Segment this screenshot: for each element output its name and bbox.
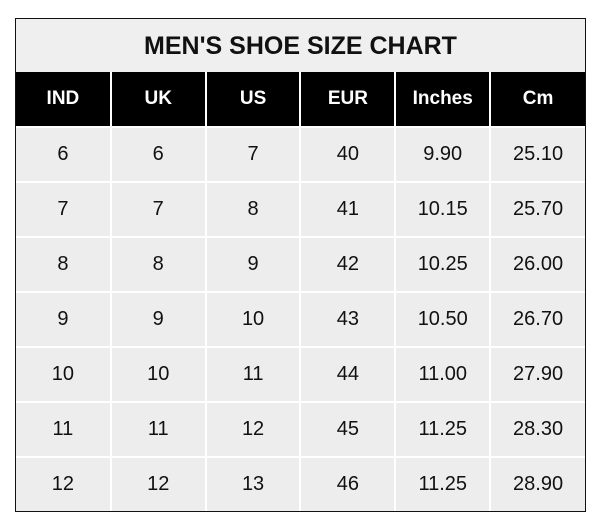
header-row: IND UK US EUR Inches Cm xyxy=(16,72,585,127)
column-header: EUR xyxy=(299,72,396,127)
table-cell: 43 xyxy=(299,291,396,347)
table-row: 12 12 13 46 11.25 28.90 xyxy=(16,456,585,511)
table-cell: 13 xyxy=(204,456,301,511)
table-row: 6 6 7 40 9.90 25.10 xyxy=(16,126,585,182)
table-cell: 42 xyxy=(299,236,396,292)
table-cell: 8 xyxy=(109,236,206,292)
table-cell: 44 xyxy=(299,346,396,402)
column-header: Cm xyxy=(489,72,585,127)
table-cell: 28.90 xyxy=(489,456,585,511)
table-cell: 10 xyxy=(109,346,206,402)
table-row: 7 7 8 41 10.15 25.70 xyxy=(16,181,585,237)
table-cell: 6 xyxy=(16,126,111,182)
table-cell: 9 xyxy=(16,291,111,347)
table-cell: 11.00 xyxy=(394,346,491,402)
column-header: IND xyxy=(16,72,111,127)
table-cell: 12 xyxy=(109,456,206,511)
table-cell: 46 xyxy=(299,456,396,511)
table-row: 11 11 12 45 11.25 28.30 xyxy=(16,401,585,457)
table-cell: 10 xyxy=(16,346,111,402)
table-cell: 12 xyxy=(204,401,301,457)
table-cell: 9 xyxy=(109,291,206,347)
table-cell: 11.25 xyxy=(394,401,491,457)
column-header: US xyxy=(204,72,301,127)
table-cell: 7 xyxy=(109,181,206,237)
table-cell: 26.70 xyxy=(489,291,585,347)
size-table: IND UK US EUR Inches Cm 6 6 7 40 9.90 25.10 7 7 8 41 10… xyxy=(16,72,585,511)
chart-title: MEN'S SHOE SIZE CHART xyxy=(16,19,585,72)
table-row: 9 9 10 43 10.50 26.70 xyxy=(16,291,585,347)
table-cell: 40 xyxy=(299,126,396,182)
table-cell: 8 xyxy=(16,236,111,292)
table-cell: 27.90 xyxy=(489,346,585,402)
table-row: 10 10 11 44 11.00 27.90 xyxy=(16,346,585,402)
table-cell: 11 xyxy=(204,346,301,402)
table-cell: 45 xyxy=(299,401,396,457)
table-cell: 7 xyxy=(16,181,111,237)
table-cell: 7 xyxy=(204,126,301,182)
table-cell: 11 xyxy=(109,401,206,457)
table-cell: 10.15 xyxy=(394,181,491,237)
table-cell: 9 xyxy=(204,236,301,292)
table-cell: 11.25 xyxy=(394,456,491,511)
table-cell: 12 xyxy=(16,456,111,511)
table-cell: 8 xyxy=(204,181,301,237)
table-row: 8 8 9 42 10.25 26.00 xyxy=(16,236,585,292)
table-cell: 25.70 xyxy=(489,181,585,237)
table-cell: 41 xyxy=(299,181,396,237)
table-cell: 25.10 xyxy=(489,126,585,182)
table-cell: 9.90 xyxy=(394,126,491,182)
table-cell: 6 xyxy=(109,126,206,182)
column-header: UK xyxy=(109,72,206,127)
table-cell: 10.25 xyxy=(394,236,491,292)
column-header: Inches xyxy=(394,72,491,127)
table-cell: 11 xyxy=(16,401,111,457)
table-cell: 28.30 xyxy=(489,401,585,457)
table-cell: 26.00 xyxy=(489,236,585,292)
size-chart: MEN'S SHOE SIZE CHART IND UK US EUR Inches Cm… xyxy=(15,18,586,512)
table-cell: 10.50 xyxy=(394,291,491,347)
table-cell: 10 xyxy=(204,291,301,347)
